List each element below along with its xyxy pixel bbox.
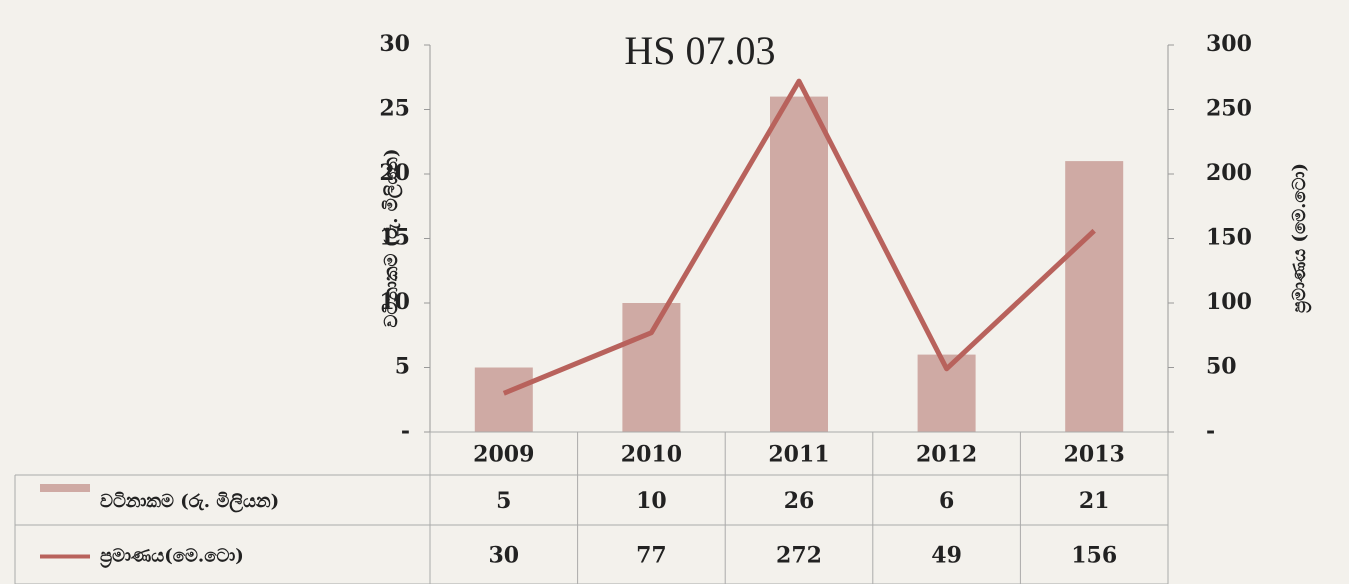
y2-axis-label: ප්‍රමාණය (මෙ.ටො)	[1289, 163, 1311, 313]
y-tick-label: 5	[395, 354, 410, 380]
data-label: 5	[496, 488, 511, 514]
data-label: 6	[939, 488, 954, 514]
y-tick-label: 10	[379, 289, 410, 315]
data-label: 49	[931, 543, 962, 569]
y2-tick-label: 200	[1206, 160, 1252, 186]
y2-tick-label: 100	[1206, 289, 1252, 315]
data-label: 77	[636, 543, 667, 569]
y-tick-label: -	[401, 418, 410, 444]
y2-tick-label: -	[1206, 418, 1215, 444]
y2-tick-label: 50	[1206, 354, 1237, 380]
chart-title: HS 07.03	[624, 28, 775, 73]
data-label: 272	[776, 543, 822, 569]
y-tick-label: 20	[379, 160, 410, 186]
bar	[622, 303, 681, 432]
y-axis-label: වටිනාකම (රු. මිලියන)	[381, 148, 403, 327]
legend-label: ප්‍රමාණය(මෙ.ටො)	[100, 546, 244, 568]
y-tick-label: 25	[379, 96, 410, 122]
data-label: 26	[784, 488, 815, 514]
bar	[770, 96, 828, 432]
y2-tick-label: 300	[1206, 31, 1252, 57]
bar	[474, 367, 533, 432]
x-tick-label: 2010	[621, 442, 682, 468]
y-tick-label: 15	[379, 225, 410, 251]
data-label: 21	[1079, 488, 1110, 514]
data-label: 10	[636, 488, 667, 514]
data-label: 30	[488, 543, 519, 569]
data-label: 156	[1071, 543, 1117, 569]
x-tick-label: 2011	[768, 442, 829, 468]
legend-label: වටිනාකම (රු. මිලියන)	[100, 491, 279, 513]
line	[502, 78, 1096, 396]
legend-swatch	[40, 484, 90, 492]
bar	[1065, 161, 1124, 432]
y-tick-label: 30	[379, 31, 410, 57]
y2-tick-label: 250	[1206, 96, 1252, 122]
y2-tick-label: 150	[1206, 225, 1252, 251]
x-tick-label: 2012	[916, 442, 977, 468]
x-tick-label: 2009	[473, 442, 534, 468]
x-tick-label: 2013	[1064, 442, 1125, 468]
